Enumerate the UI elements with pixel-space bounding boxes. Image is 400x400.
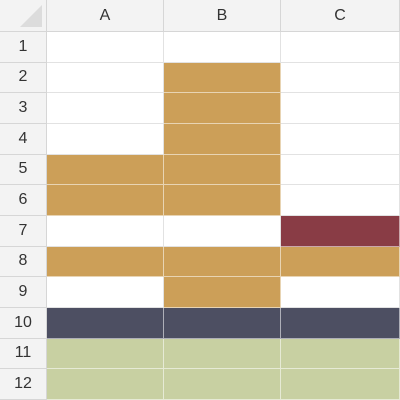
cell-c10[interactable] <box>281 307 400 339</box>
column-header-c[interactable]: C <box>281 0 400 32</box>
row-header-4[interactable]: 4 <box>0 123 47 155</box>
row-header-3[interactable]: 3 <box>0 93 47 124</box>
cell-a5[interactable] <box>47 154 164 186</box>
cell-c11[interactable] <box>281 338 400 370</box>
cell-b6[interactable] <box>164 185 281 216</box>
cell-c2[interactable] <box>281 62 400 94</box>
cell-a2[interactable] <box>47 62 164 94</box>
cell-b5[interactable] <box>164 154 281 186</box>
cell-c9[interactable] <box>281 277 400 308</box>
cell-a6[interactable] <box>47 185 164 216</box>
cell-c7[interactable] <box>281 215 400 247</box>
cell-b3[interactable] <box>164 93 281 124</box>
column-header-a[interactable]: A <box>47 0 164 32</box>
row-header-11[interactable]: 11 <box>0 338 47 370</box>
cell-a4[interactable] <box>47 123 164 155</box>
cell-a12[interactable] <box>47 369 164 400</box>
row-header-8[interactable]: 8 <box>0 246 47 278</box>
row-header-1[interactable]: 1 <box>0 32 47 63</box>
cell-b8[interactable] <box>164 246 281 278</box>
row-header-2[interactable]: 2 <box>0 62 47 94</box>
row-header-12[interactable]: 12 <box>0 369 47 400</box>
select-all-triangle-icon <box>20 5 42 27</box>
cell-b4[interactable] <box>164 123 281 155</box>
cell-c1[interactable] <box>281 32 400 63</box>
cell-a3[interactable] <box>47 93 164 124</box>
cell-a11[interactable] <box>47 338 164 370</box>
cell-c12[interactable] <box>281 369 400 400</box>
row-header-6[interactable]: 6 <box>0 185 47 216</box>
cell-c8[interactable] <box>281 246 400 278</box>
cell-b12[interactable] <box>164 369 281 400</box>
row-header-7[interactable]: 7 <box>0 215 47 247</box>
cell-a8[interactable] <box>47 246 164 278</box>
cell-a10[interactable] <box>47 307 164 339</box>
cell-c4[interactable] <box>281 123 400 155</box>
cell-c6[interactable] <box>281 185 400 216</box>
column-header-b[interactable]: B <box>164 0 281 32</box>
cell-b2[interactable] <box>164 62 281 94</box>
cell-b1[interactable] <box>164 32 281 63</box>
cell-b11[interactable] <box>164 338 281 370</box>
row-header-9[interactable]: 9 <box>0 277 47 308</box>
select-all-corner[interactable] <box>0 0 47 32</box>
cell-b9[interactable] <box>164 277 281 308</box>
cell-a9[interactable] <box>47 277 164 308</box>
cell-c5[interactable] <box>281 154 400 186</box>
cell-b10[interactable] <box>164 307 281 339</box>
cell-b7[interactable] <box>164 215 281 247</box>
row-header-10[interactable]: 10 <box>0 307 47 339</box>
cell-c3[interactable] <box>281 93 400 124</box>
cell-a1[interactable] <box>47 32 164 63</box>
row-header-5[interactable]: 5 <box>0 154 47 186</box>
cell-a7[interactable] <box>47 215 164 247</box>
